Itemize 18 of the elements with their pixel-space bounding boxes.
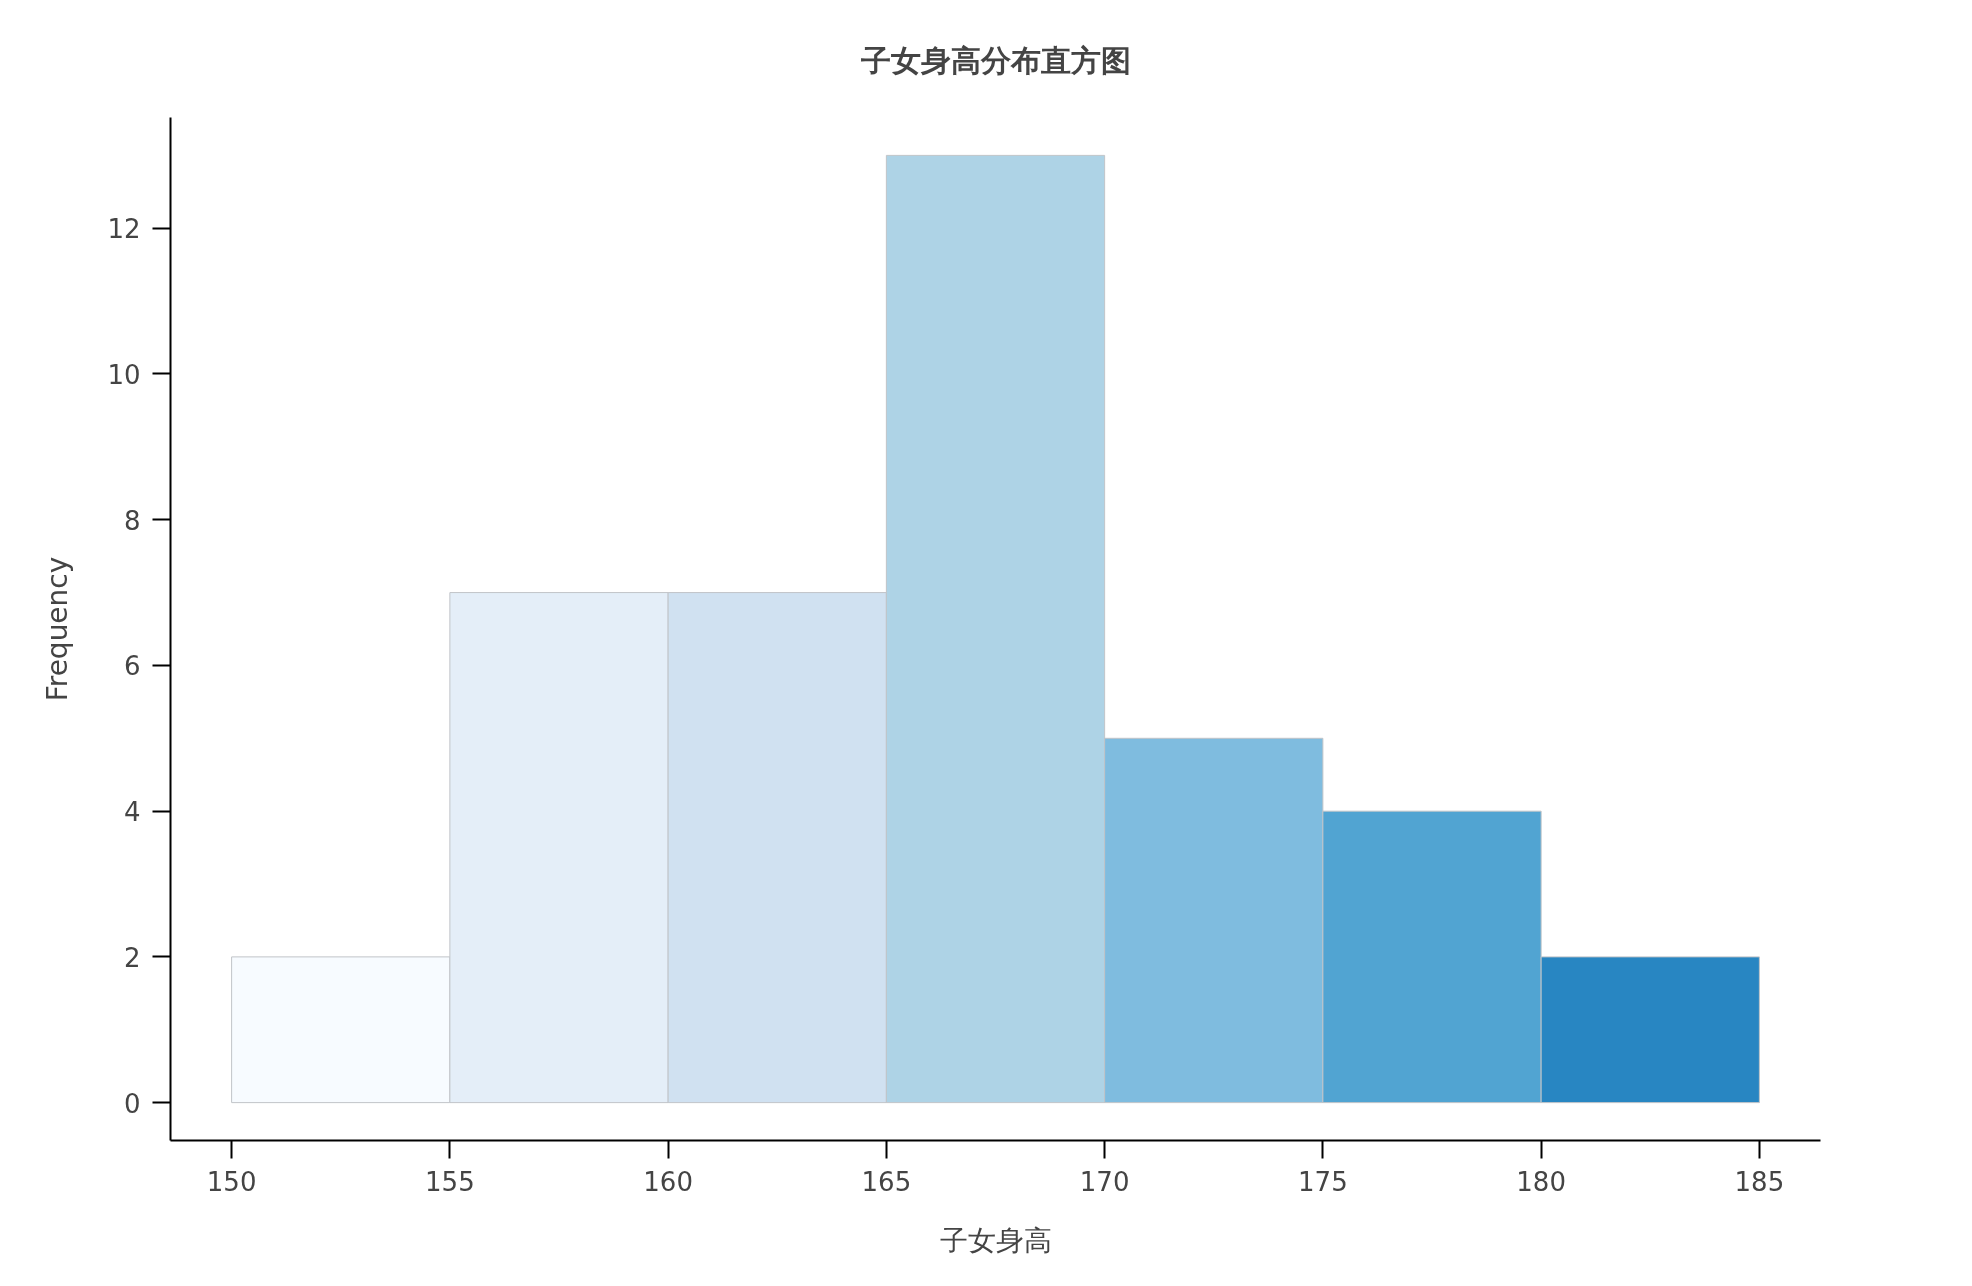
y-tick-label: 6 — [123, 651, 141, 682]
chart-title: 子女身高分布直方图 — [859, 42, 1131, 78]
y-tick-label: 10 — [107, 359, 141, 390]
x-tick-label: 160 — [643, 1166, 693, 1197]
y-tick-label: 0 — [123, 1088, 141, 1119]
x-tick-label: 155 — [425, 1166, 475, 1197]
x-tick-label: 185 — [1734, 1166, 1785, 1197]
x-tick-label: 180 — [1516, 1166, 1566, 1197]
x-axis-title: 子女身高 — [939, 1223, 1052, 1257]
x-tick-label: 170 — [1079, 1166, 1130, 1197]
y-tick-label: 12 — [107, 214, 141, 245]
y-tick-label: 4 — [123, 797, 141, 828]
y-axis-title: Frequency — [41, 556, 75, 702]
y-tick-label: 8 — [123, 505, 141, 536]
x-tick-label: 165 — [861, 1166, 912, 1197]
y-tick-label: 2 — [123, 942, 141, 973]
x-tick-label: 150 — [206, 1166, 257, 1197]
x-tick-label: 175 — [1298, 1166, 1348, 1197]
